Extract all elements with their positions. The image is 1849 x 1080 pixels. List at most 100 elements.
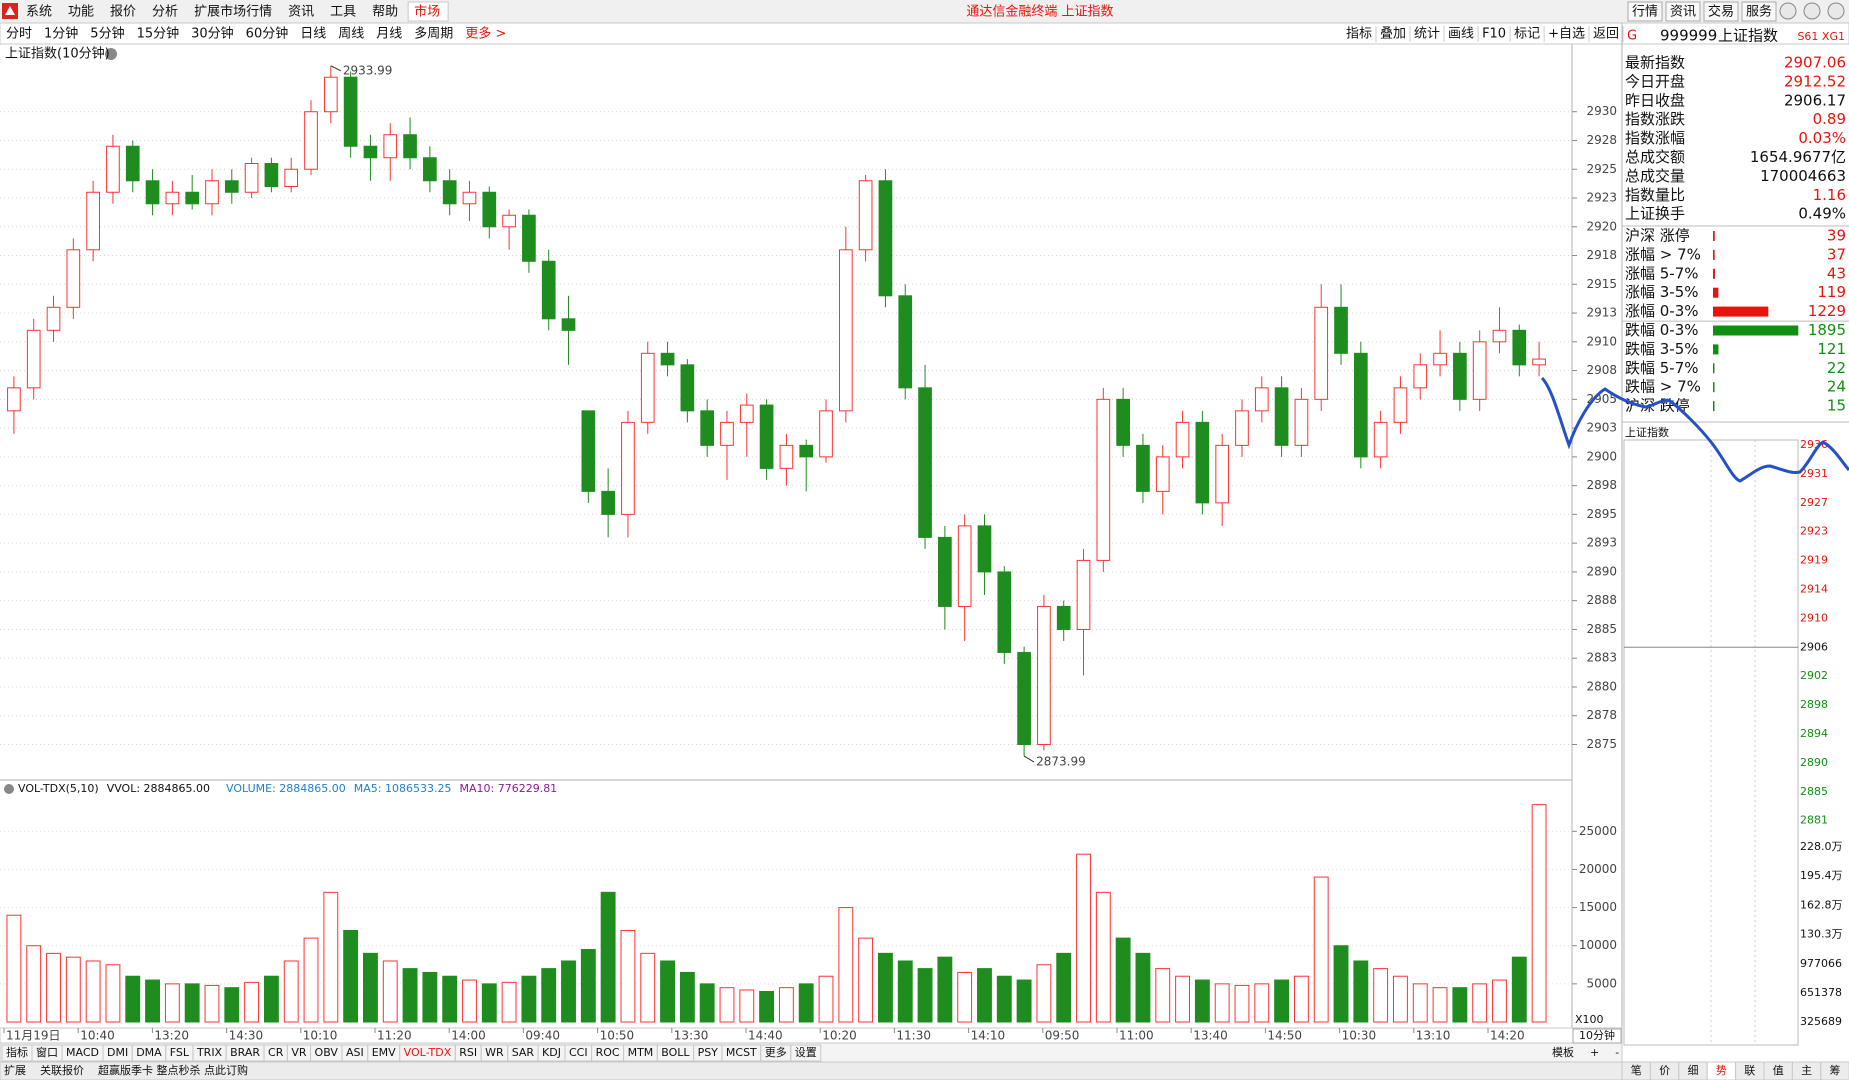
panel-tab[interactable]: 势 xyxy=(1716,1064,1727,1077)
period-tab[interactable]: 15分钟 xyxy=(137,26,180,42)
indicator-tab[interactable]: DMA xyxy=(136,1046,162,1059)
panel-tab[interactable]: 细 xyxy=(1688,1064,1699,1077)
indicator-tab[interactable]: DMI xyxy=(107,1046,128,1059)
panel-tab[interactable]: 筹 xyxy=(1830,1063,1841,1077)
tool-button[interactable]: 叠加 xyxy=(1380,27,1406,42)
candle-body xyxy=(284,168,299,188)
period-tab[interactable]: 5分钟 xyxy=(90,26,124,42)
volume-bar xyxy=(1511,956,1527,1023)
indicator-tab[interactable]: CR xyxy=(268,1046,284,1059)
title-dropdown[interactable] xyxy=(105,48,117,60)
y-tick-label: 2875 xyxy=(1586,737,1617,751)
indicator-tab[interactable]: PSY xyxy=(698,1046,719,1059)
volume-bar xyxy=(1293,975,1309,1023)
breadth-count: 43 xyxy=(1827,264,1846,282)
candle-body xyxy=(1195,421,1210,504)
period-tab[interactable]: 周线 xyxy=(338,27,364,42)
status-link[interactable]: 扩展 xyxy=(4,1063,26,1077)
volume-bar xyxy=(878,952,893,1023)
volume-legend: MA10: 776229.81 xyxy=(459,782,557,795)
y-tick-label: 2913 xyxy=(1586,306,1617,320)
menu-item-active[interactable]: 市场 xyxy=(414,4,440,20)
indicator-tab[interactable]: ASI xyxy=(346,1046,364,1059)
period-tab[interactable]: 多周期 xyxy=(414,26,453,42)
indicator-tab[interactable]: WR xyxy=(485,1046,504,1059)
indicator-tab[interactable]: ROC xyxy=(596,1046,620,1059)
candle-body xyxy=(86,191,100,251)
tool-button[interactable]: 统计 xyxy=(1414,27,1440,42)
status-link[interactable]: 超赢版季卡 整点秒杀 点此订购 xyxy=(98,1063,248,1077)
indicator-tab[interactable]: VOL-TDX xyxy=(404,1046,452,1059)
menu-item[interactable]: 系统 xyxy=(26,5,52,20)
menu-item[interactable]: 报价 xyxy=(110,5,136,20)
panel-tab[interactable]: 值 xyxy=(1773,1064,1784,1077)
template-button[interactable]: + xyxy=(1590,1046,1599,1059)
extreme-pointer xyxy=(1023,755,1035,763)
candle-body xyxy=(720,421,734,446)
candle-body xyxy=(383,134,398,159)
panel-tab[interactable]: 联 xyxy=(1744,1064,1755,1077)
period-tab[interactable]: 日线 xyxy=(300,27,326,42)
indicator-tab[interactable]: SAR xyxy=(512,1046,535,1059)
indicator-tab[interactable]: FSL xyxy=(170,1046,190,1059)
template-button[interactable]: - xyxy=(1615,1046,1619,1059)
tool-button[interactable]: 画线 xyxy=(1448,27,1474,42)
period-tab[interactable]: 1分钟 xyxy=(44,26,78,42)
indicator-tab[interactable]: OBV xyxy=(315,1046,339,1059)
candle-body xyxy=(1274,387,1289,446)
top-button[interactable]: 交易 xyxy=(1708,4,1734,20)
candle-body xyxy=(224,180,239,193)
panel-tab[interactable]: 笔 xyxy=(1631,1063,1642,1077)
quote-value: 1654.9677亿 xyxy=(1750,148,1846,166)
panel-tab[interactable]: 主 xyxy=(1801,1064,1812,1077)
indicator-tab[interactable]: MACD xyxy=(66,1046,99,1059)
tool-button[interactable]: 指标 xyxy=(1346,27,1372,42)
mini-price-label: 2898 xyxy=(1800,698,1828,711)
indicator-tab[interactable]: BRAR xyxy=(230,1046,260,1059)
top-button[interactable]: 资讯 xyxy=(1670,5,1696,20)
menu-item[interactable]: 功能 xyxy=(68,5,94,20)
status-link[interactable]: 关联报价 xyxy=(40,1063,84,1077)
top-button[interactable]: 服务 xyxy=(1746,4,1772,20)
mini-price-label: 2881 xyxy=(1800,814,1828,827)
indicator-tab[interactable]: MCST xyxy=(726,1046,757,1059)
tool-button[interactable]: +自选 xyxy=(1548,27,1585,42)
period-tab[interactable]: 30分钟 xyxy=(191,26,234,42)
mini-price-label: 2914 xyxy=(1800,583,1828,596)
candle-body xyxy=(442,180,457,205)
tool-button[interactable]: F10 xyxy=(1482,27,1506,42)
tool-button[interactable]: 返回 xyxy=(1593,27,1619,42)
tool-button[interactable]: 标记 xyxy=(1514,27,1540,42)
indicator-tab[interactable]: MTM xyxy=(628,1046,654,1059)
indicator-tab[interactable]: KDJ xyxy=(542,1046,561,1059)
indicator-tab[interactable]: BOLL xyxy=(661,1046,690,1059)
indicator-tab[interactable]: CCI xyxy=(569,1046,588,1059)
menu-item[interactable]: 帮助 xyxy=(372,5,398,20)
menu-item[interactable]: 资讯 xyxy=(288,5,314,20)
indicator-tab[interactable]: 指标 xyxy=(6,1045,28,1059)
menu-item[interactable]: 分析 xyxy=(152,5,178,20)
indicator-tab[interactable]: RSI xyxy=(459,1046,477,1059)
volume-bar xyxy=(501,981,517,1023)
menu-item[interactable]: 扩展市场行情 xyxy=(194,4,272,20)
top-button[interactable]: 行情 xyxy=(1632,5,1658,20)
template-button[interactable]: 模板 xyxy=(1552,1045,1574,1059)
candle-body xyxy=(66,249,81,308)
menu-item[interactable]: 工具 xyxy=(330,5,356,20)
indicator-tab[interactable]: 窗口 xyxy=(36,1045,58,1059)
period-tab[interactable]: 月线 xyxy=(376,27,402,42)
indicator-tab[interactable]: 设置 xyxy=(795,1046,817,1059)
minimize-button[interactable] xyxy=(1779,2,1797,20)
candle-body xyxy=(403,134,417,159)
indicator-tab[interactable]: TRIX xyxy=(196,1046,223,1059)
period-tab[interactable]: 60分钟 xyxy=(246,26,289,42)
indicator-tab[interactable]: EMV xyxy=(372,1046,396,1059)
period-tab[interactable]: 分时 xyxy=(6,27,32,42)
more-periods[interactable]: 更多 > xyxy=(465,26,506,42)
indicator-tab[interactable]: VR xyxy=(291,1046,307,1059)
close-button[interactable] xyxy=(1827,2,1845,20)
panel-tab[interactable]: 价 xyxy=(1659,1064,1670,1077)
indicator-tab[interactable]: 更多 xyxy=(765,1045,787,1059)
x-tick-label: 14:10 xyxy=(971,1029,1006,1043)
maximize-button[interactable] xyxy=(1803,2,1821,20)
